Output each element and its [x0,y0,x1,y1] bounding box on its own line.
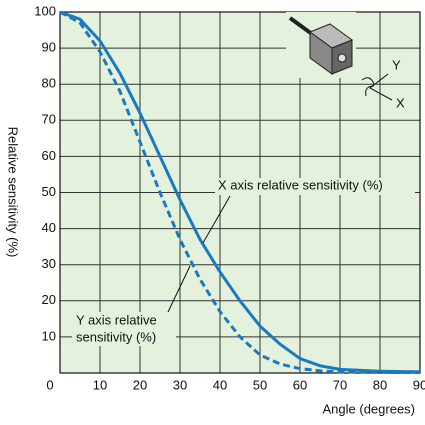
x-tick-label: 10 [93,377,107,392]
x-tick-label: 90 [413,377,425,392]
inset-label: X [396,95,405,110]
annotation-bg [215,178,415,195]
y-tick-label: 30 [42,256,56,271]
annotation: Y axis relative [76,312,157,327]
annotation-leader [167,265,191,313]
lens [337,53,347,63]
y-tick-label: 60 [42,148,56,163]
x-tick-label: 40 [213,377,227,392]
data-line [59,10,421,374]
rotation-x [365,85,375,97]
y-tick-label: 90 [42,40,56,55]
sensor-icon [286,12,393,101]
y-tick-label: 100 [34,3,56,18]
annotation: X axis relative sensitivity (%) [218,177,383,192]
x-tick-label: 0 [46,377,53,392]
y-axis-label: Relative sensitivity (%) [6,127,21,258]
x-tick-label: 70 [333,377,347,392]
x-axis-label: Angle (degrees) [323,401,416,416]
x-tick-label: 80 [373,377,387,392]
annotation-bg [72,312,176,346]
x-tick-label: 50 [253,377,267,392]
y-tick-label: 10 [42,328,56,343]
x-tick-label: 60 [293,377,307,392]
y-tick-label: 50 [42,184,56,199]
cable [288,16,314,36]
y-tick-label: 40 [42,220,56,235]
rotation-y [361,77,375,85]
y-tick-label: 80 [42,76,56,91]
y-tick-label: 20 [42,292,56,307]
plot-frame [59,11,421,374]
x-arrow [369,87,393,101]
x-tick-label: 20 [133,377,147,392]
annotation: sensitivity (%) [76,329,156,344]
data-line [59,10,421,375]
y-tick-label: 70 [42,112,56,127]
inset-label: Y [392,57,401,72]
annotation-leader [202,195,231,244]
x-tick-label: 30 [173,377,187,392]
